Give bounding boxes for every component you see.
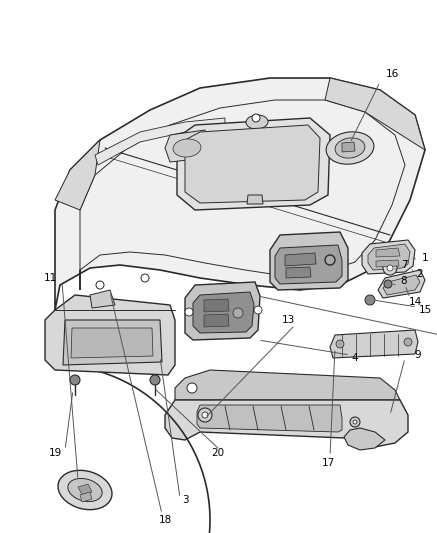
Text: 9: 9 xyxy=(415,350,421,360)
Polygon shape xyxy=(270,232,348,290)
Circle shape xyxy=(141,274,149,282)
Ellipse shape xyxy=(326,132,374,164)
Circle shape xyxy=(70,375,80,385)
Text: 16: 16 xyxy=(385,69,399,79)
Text: 3: 3 xyxy=(182,495,188,505)
Text: 4: 4 xyxy=(352,353,358,363)
Circle shape xyxy=(404,338,412,346)
Polygon shape xyxy=(378,270,425,298)
Circle shape xyxy=(365,295,375,305)
Circle shape xyxy=(252,114,260,122)
Polygon shape xyxy=(362,240,415,274)
Polygon shape xyxy=(376,248,400,257)
Circle shape xyxy=(350,417,360,427)
Polygon shape xyxy=(45,295,175,375)
Text: 20: 20 xyxy=(212,448,225,458)
Polygon shape xyxy=(185,282,260,340)
Circle shape xyxy=(387,265,393,271)
Circle shape xyxy=(96,281,104,289)
Polygon shape xyxy=(175,370,400,400)
Text: 17: 17 xyxy=(321,458,335,468)
Circle shape xyxy=(383,261,397,275)
Circle shape xyxy=(198,408,212,422)
Ellipse shape xyxy=(58,470,112,510)
Circle shape xyxy=(187,383,197,393)
Polygon shape xyxy=(286,267,311,278)
Polygon shape xyxy=(204,314,229,327)
Text: 14: 14 xyxy=(408,297,422,307)
Polygon shape xyxy=(193,292,254,333)
Text: 19: 19 xyxy=(49,448,62,458)
Text: 7: 7 xyxy=(401,260,407,270)
Circle shape xyxy=(150,375,160,385)
Text: 8: 8 xyxy=(401,276,407,286)
Text: 11: 11 xyxy=(43,273,57,283)
Circle shape xyxy=(325,255,335,265)
Circle shape xyxy=(202,412,208,418)
Polygon shape xyxy=(383,275,420,295)
Polygon shape xyxy=(330,330,418,358)
Text: 18: 18 xyxy=(158,515,172,525)
Circle shape xyxy=(384,280,392,288)
Polygon shape xyxy=(275,245,342,284)
Polygon shape xyxy=(78,484,92,495)
Polygon shape xyxy=(177,118,330,210)
Polygon shape xyxy=(285,253,316,266)
Polygon shape xyxy=(197,405,342,432)
Polygon shape xyxy=(342,142,355,152)
Circle shape xyxy=(254,306,262,314)
Text: 2: 2 xyxy=(417,269,423,279)
Polygon shape xyxy=(247,195,263,204)
Polygon shape xyxy=(368,244,410,270)
Polygon shape xyxy=(165,400,408,448)
Polygon shape xyxy=(80,492,92,502)
Circle shape xyxy=(353,420,357,424)
Circle shape xyxy=(185,308,193,316)
Circle shape xyxy=(336,340,344,348)
Ellipse shape xyxy=(68,479,102,502)
Ellipse shape xyxy=(335,138,365,158)
Polygon shape xyxy=(165,130,210,162)
Text: 1: 1 xyxy=(422,253,428,263)
Polygon shape xyxy=(185,125,320,203)
Circle shape xyxy=(233,308,243,318)
Polygon shape xyxy=(325,78,425,150)
Polygon shape xyxy=(344,428,385,450)
Ellipse shape xyxy=(246,115,268,129)
Polygon shape xyxy=(90,290,115,308)
Text: 13: 13 xyxy=(281,315,295,325)
Polygon shape xyxy=(95,118,225,165)
Polygon shape xyxy=(204,299,229,312)
Text: 15: 15 xyxy=(418,305,432,315)
Polygon shape xyxy=(63,320,162,365)
Polygon shape xyxy=(55,78,425,310)
Polygon shape xyxy=(376,260,399,267)
Ellipse shape xyxy=(173,139,201,157)
Polygon shape xyxy=(55,140,100,210)
Polygon shape xyxy=(71,328,153,358)
